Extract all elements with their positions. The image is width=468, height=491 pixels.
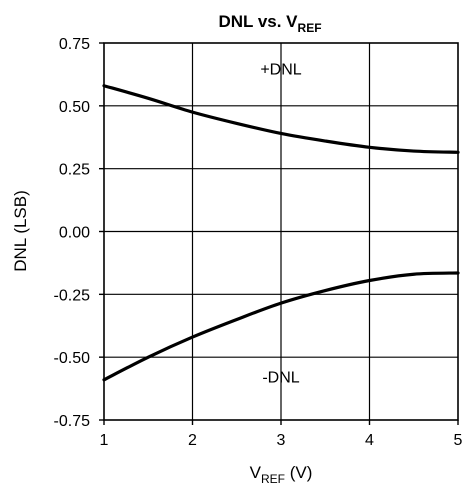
series-annotation: +DNL bbox=[260, 61, 301, 78]
x-tick-label: 4 bbox=[365, 432, 374, 449]
annotation-layer: +DNL -DNL bbox=[260, 61, 301, 386]
y-tick-label: -0.50 bbox=[54, 350, 91, 367]
y-tick-label: 0.00 bbox=[59, 225, 90, 242]
series-line-plus-dnl bbox=[102, 84, 460, 154]
x-axis-label: VREF (V) bbox=[250, 463, 313, 486]
y-tick-label: 0.50 bbox=[59, 99, 90, 116]
series-annotation: -DNL bbox=[262, 369, 299, 386]
y-tick-label: -0.75 bbox=[54, 413, 91, 430]
series-layer bbox=[102, 84, 460, 382]
y-axis-label: DNL (LSB) bbox=[11, 190, 30, 272]
x-tick-label: 5 bbox=[454, 432, 463, 449]
series-line-minus-dnl bbox=[102, 271, 460, 382]
x-tick-label: 1 bbox=[100, 432, 109, 449]
tick-layer: 1 2 3 4 5 0.75 0.50 0.25 0.00 -0.25 -0.50 -0.75 bbox=[54, 36, 463, 449]
chart-title: DNL vs. VREF bbox=[218, 12, 321, 35]
x-axis-label-main: V bbox=[250, 463, 262, 482]
x-axis-label-suffix: (V) bbox=[285, 463, 312, 482]
x-tick-label: 2 bbox=[188, 432, 197, 449]
x-axis-label-sub: REF bbox=[261, 472, 285, 486]
grid-layer bbox=[104, 43, 458, 420]
x-tick-label: 3 bbox=[277, 432, 286, 449]
y-tick-label: 0.75 bbox=[59, 36, 90, 53]
y-tick-label: -0.25 bbox=[54, 287, 91, 304]
y-tick-label: 0.25 bbox=[59, 162, 90, 179]
chart-title-sub: REF bbox=[298, 21, 322, 35]
chart-title-main: DNL vs. V bbox=[218, 12, 298, 31]
